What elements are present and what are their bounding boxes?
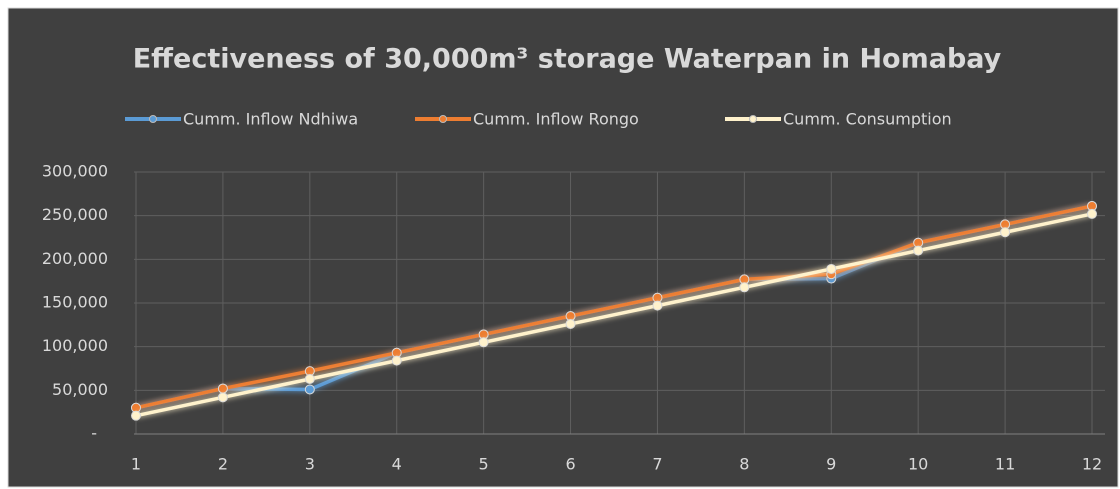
y-tick-label: 100,000 [42, 336, 108, 355]
data-point [826, 263, 837, 274]
legend-item: Cumm. Consumption [725, 110, 952, 129]
y-tick-label: 300,000 [42, 162, 108, 181]
y-tick-label: 250,000 [42, 205, 108, 224]
legend-marker [149, 115, 157, 123]
legend-label: Cumm. Inflow Ndhiwa [183, 110, 358, 129]
x-tick-label: 12 [1082, 455, 1102, 474]
series-line [135, 204, 1093, 410]
data-point [1087, 208, 1097, 219]
chart-title: Effectiveness of 30,000m³ storage Waterp… [133, 44, 1002, 75]
data-point [217, 392, 228, 403]
data-point [217, 383, 228, 394]
x-tick-label: 2 [218, 455, 228, 474]
x-tick-label: 6 [565, 455, 575, 474]
data-point [391, 355, 402, 366]
y-tick-label: 200,000 [42, 249, 108, 268]
x-tick-label: 8 [739, 455, 749, 474]
data-point [1000, 227, 1011, 238]
legend-item: Cumm. Inflow Ndhiwa [125, 110, 358, 129]
x-tick-label: 10 [908, 455, 928, 474]
x-tick-label: 11 [995, 455, 1015, 474]
data-point [304, 384, 315, 395]
data-point [565, 318, 576, 329]
data-point [131, 410, 141, 421]
series-line [135, 212, 1093, 418]
legend-marker [749, 115, 757, 123]
y-tick-label: 150,000 [42, 293, 108, 312]
x-tick-label: 5 [479, 455, 489, 474]
data-point [739, 282, 750, 293]
x-tick-label: 3 [305, 455, 315, 474]
legend-label: Cumm. Inflow Rongo [473, 110, 639, 129]
data-point [652, 300, 663, 311]
data-point [478, 337, 489, 348]
legend-item: Cumm. Inflow Rongo [415, 110, 639, 129]
x-tick-label: 1 [131, 455, 141, 474]
x-tick-label: 4 [392, 455, 402, 474]
legend-marker [439, 115, 447, 123]
data-point [913, 245, 924, 256]
legend-label: Cumm. Consumption [783, 110, 952, 129]
y-tick-label: 50,000 [52, 380, 108, 399]
y-tick-label: - [91, 424, 97, 443]
data-point [304, 373, 315, 384]
x-tick-label: 7 [652, 455, 662, 474]
x-tick-label: 9 [826, 455, 836, 474]
